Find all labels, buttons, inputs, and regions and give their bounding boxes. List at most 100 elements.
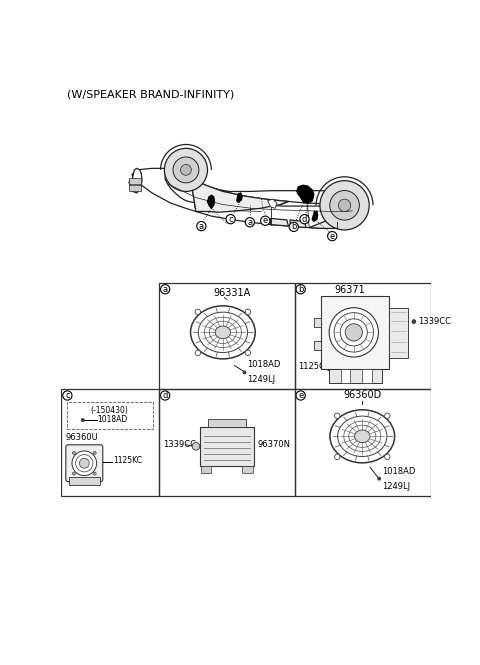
Bar bbox=[129, 178, 141, 184]
Bar bbox=[389, 308, 408, 358]
Text: 1339CC: 1339CC bbox=[163, 440, 196, 450]
Bar bbox=[329, 369, 382, 383]
Circle shape bbox=[81, 418, 84, 422]
Text: b: b bbox=[298, 285, 303, 294]
Circle shape bbox=[226, 215, 235, 224]
Polygon shape bbox=[297, 186, 314, 203]
Text: 1018AD: 1018AD bbox=[382, 467, 416, 475]
Circle shape bbox=[378, 477, 381, 480]
Polygon shape bbox=[132, 168, 196, 211]
Polygon shape bbox=[237, 193, 242, 202]
Text: b: b bbox=[291, 222, 297, 231]
Circle shape bbox=[345, 324, 362, 341]
Circle shape bbox=[245, 217, 254, 227]
Polygon shape bbox=[191, 178, 288, 212]
Text: e: e bbox=[263, 216, 268, 225]
Text: 1339CC: 1339CC bbox=[418, 317, 451, 326]
Bar bbox=[69, 477, 100, 485]
Text: 1249LJ: 1249LJ bbox=[382, 481, 410, 491]
Text: e: e bbox=[298, 391, 303, 400]
FancyBboxPatch shape bbox=[66, 445, 103, 481]
Circle shape bbox=[320, 181, 369, 230]
Circle shape bbox=[160, 285, 170, 294]
Text: d: d bbox=[302, 215, 307, 223]
Circle shape bbox=[261, 216, 270, 225]
Circle shape bbox=[328, 231, 337, 241]
Circle shape bbox=[79, 458, 89, 468]
Bar bbox=[159, 283, 295, 389]
Circle shape bbox=[335, 454, 340, 460]
Circle shape bbox=[331, 371, 335, 375]
Bar bbox=[67, 402, 153, 430]
Circle shape bbox=[93, 472, 96, 475]
Text: 1018AD: 1018AD bbox=[248, 360, 281, 369]
Text: (-150430): (-150430) bbox=[91, 406, 129, 414]
Text: 96371: 96371 bbox=[335, 285, 365, 295]
Circle shape bbox=[296, 285, 305, 294]
Bar bbox=[362, 369, 372, 383]
Bar bbox=[314, 341, 322, 350]
Circle shape bbox=[72, 472, 75, 475]
Circle shape bbox=[296, 391, 305, 400]
Bar bbox=[201, 465, 211, 473]
Text: (W/SPEAKER BRAND-INFINITY): (W/SPEAKER BRAND-INFINITY) bbox=[67, 90, 235, 100]
Polygon shape bbox=[129, 168, 142, 193]
Bar bbox=[207, 420, 246, 427]
Circle shape bbox=[164, 148, 207, 192]
Polygon shape bbox=[290, 220, 306, 227]
Bar bbox=[159, 389, 295, 495]
Circle shape bbox=[72, 452, 75, 454]
Bar bbox=[295, 283, 431, 389]
Ellipse shape bbox=[215, 326, 230, 338]
Text: 1125GB: 1125GB bbox=[299, 362, 332, 371]
Circle shape bbox=[329, 308, 378, 357]
Text: a: a bbox=[247, 217, 252, 227]
Circle shape bbox=[173, 157, 199, 183]
Polygon shape bbox=[191, 178, 352, 203]
Polygon shape bbox=[165, 170, 354, 228]
Circle shape bbox=[72, 451, 96, 475]
Bar bbox=[242, 465, 253, 473]
Polygon shape bbox=[312, 211, 318, 221]
Circle shape bbox=[160, 391, 170, 400]
Text: a: a bbox=[163, 285, 168, 294]
Circle shape bbox=[384, 454, 390, 460]
Text: 1018AD: 1018AD bbox=[97, 415, 128, 424]
Polygon shape bbox=[309, 221, 352, 228]
Circle shape bbox=[245, 350, 251, 356]
Circle shape bbox=[197, 221, 206, 231]
Circle shape bbox=[335, 413, 340, 418]
Text: d: d bbox=[162, 391, 168, 400]
Circle shape bbox=[195, 309, 201, 315]
Text: e: e bbox=[330, 231, 335, 241]
Text: a: a bbox=[199, 221, 204, 231]
Circle shape bbox=[245, 309, 251, 315]
Bar bbox=[322, 296, 389, 369]
Polygon shape bbox=[207, 196, 215, 208]
Text: 96331A: 96331A bbox=[214, 289, 251, 299]
Circle shape bbox=[384, 413, 390, 418]
Polygon shape bbox=[271, 218, 288, 226]
Text: 1249LJ: 1249LJ bbox=[248, 376, 276, 384]
Circle shape bbox=[412, 320, 416, 323]
Circle shape bbox=[192, 442, 200, 450]
Text: 1125KC: 1125KC bbox=[113, 456, 142, 466]
Text: 96370N: 96370N bbox=[258, 440, 290, 450]
Ellipse shape bbox=[355, 430, 370, 443]
Circle shape bbox=[180, 164, 192, 176]
Bar bbox=[341, 369, 350, 383]
Circle shape bbox=[63, 391, 72, 400]
Circle shape bbox=[195, 350, 201, 356]
Circle shape bbox=[243, 371, 246, 374]
Bar bbox=[314, 318, 322, 327]
Bar bbox=[61, 389, 159, 495]
Polygon shape bbox=[267, 199, 277, 208]
Bar bbox=[129, 186, 141, 192]
Circle shape bbox=[100, 460, 103, 464]
Text: c: c bbox=[65, 391, 70, 400]
Text: c: c bbox=[228, 215, 233, 223]
Circle shape bbox=[338, 199, 351, 211]
Text: 96360D: 96360D bbox=[343, 390, 382, 400]
Bar bbox=[200, 427, 254, 465]
Circle shape bbox=[289, 222, 299, 231]
